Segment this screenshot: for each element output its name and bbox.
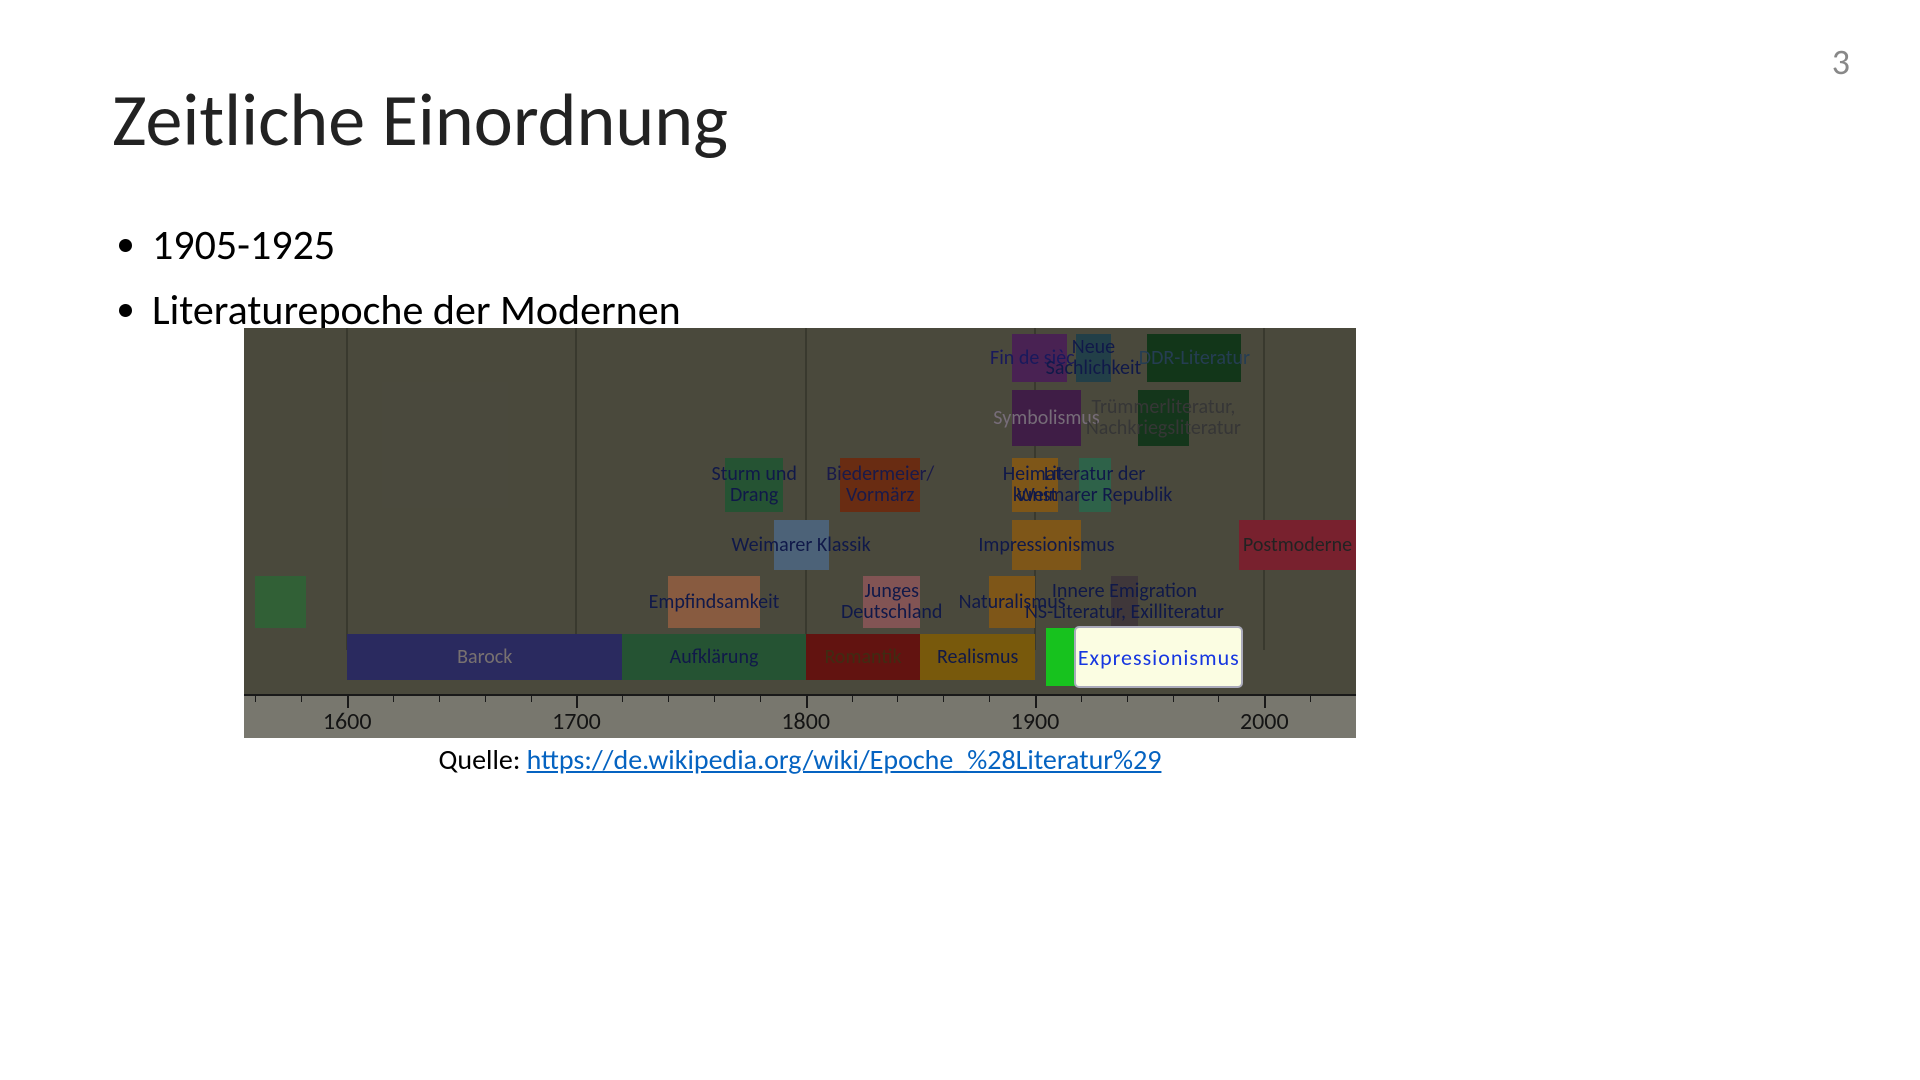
timeline-bar: Postmoderne <box>1239 520 1356 570</box>
timeline-bar: Realismus <box>920 634 1035 680</box>
highlight-expressionismus-green <box>1046 628 1076 686</box>
axis-tick: 1600 <box>347 694 349 738</box>
timeline-bar: DDR-Literatur <box>1147 334 1241 382</box>
timeline-bar: Neue Sachlichkeit <box>1076 334 1110 382</box>
axis-tick: 2000 <box>1264 694 1266 738</box>
timeline-chart: BarockAufklärungRomantikRealismus Empfind… <box>244 328 1356 738</box>
timeline-bar: Literatur der Weimarer Republik <box>1079 458 1111 512</box>
timeline-bar: Impressionismus <box>1012 520 1081 570</box>
source-link[interactable]: https://de.wikipedia.org/wiki/Epoche_%28… <box>527 742 1162 777</box>
timeline-bar: Aufklärung <box>622 634 805 680</box>
timeline-bar: Empfindsamkeit <box>668 576 760 628</box>
timeline-bar: Romantik <box>806 634 921 680</box>
timeline-bar <box>255 576 305 628</box>
timeline-bar: Junges Deutschland <box>863 576 920 628</box>
highlight-expressionismus: Expressionismus <box>1076 628 1241 686</box>
timeline-bar: Sturm und Drang <box>725 458 782 512</box>
timeline-bar: Trümmerliteratur, Nachkriegsliteratur <box>1138 390 1188 446</box>
bullet-item: 1905-1925 <box>152 220 681 271</box>
timeline-bar: Symbolismus <box>1012 390 1081 446</box>
slide: 3 Zeitliche Einordnung 1905-1925 Literat… <box>0 0 1920 1080</box>
page-number: 3 <box>1832 40 1850 84</box>
axis-tick: 1700 <box>576 694 578 738</box>
caption-prefix: Quelle: <box>439 742 527 777</box>
timeline-bar: Biedermeier/ Vormärz <box>840 458 920 512</box>
timeline-bar: Innere Emigration NS-Literatur, Exillite… <box>1111 576 1139 628</box>
axis-tick: 1800 <box>806 694 808 738</box>
timeline-bar: Weimarer Klassik <box>774 520 829 570</box>
source-caption: Quelle: https://de.wikipedia.org/wiki/Ep… <box>0 742 1600 777</box>
timeline-bar: Barock <box>347 634 622 680</box>
axis-tick: 1900 <box>1035 694 1037 738</box>
slide-title: Zeitliche Einordnung <box>112 75 728 165</box>
